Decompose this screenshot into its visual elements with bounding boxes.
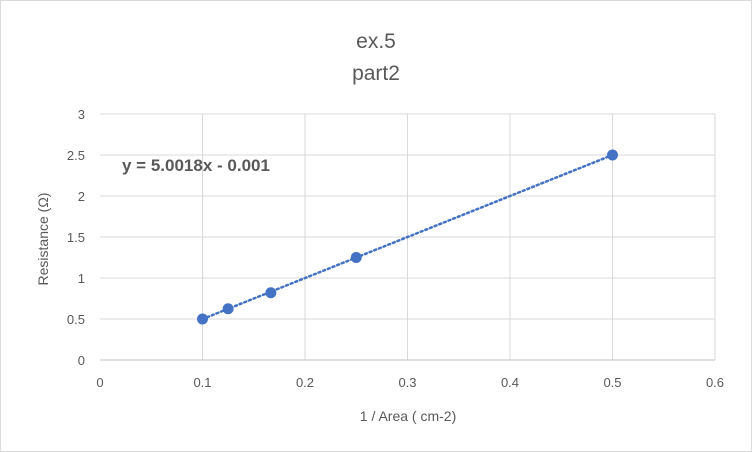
y-tick-label: 1.5 bbox=[67, 230, 85, 245]
data-point bbox=[607, 149, 618, 161]
data-point bbox=[197, 313, 208, 325]
x-axis-label: 1 / Area ( cm-2) bbox=[360, 408, 456, 424]
y-axis-label: Resistance (Ω) bbox=[35, 193, 51, 286]
chart-title-line-2: part2 bbox=[352, 62, 400, 85]
y-tick-label: 0.5 bbox=[67, 312, 85, 327]
x-tick-label: 0.6 bbox=[706, 375, 724, 390]
data-point bbox=[350, 252, 362, 263]
x-tick-label: 0.5 bbox=[603, 375, 621, 390]
x-tick-label: 0.4 bbox=[501, 375, 519, 390]
y-tick-label: 2.5 bbox=[67, 148, 85, 163]
trendline-group bbox=[201, 153, 614, 321]
x-tick-label: 0.2 bbox=[296, 375, 314, 390]
trendline-equation: y = 5.0018x - 0.001 bbox=[122, 156, 270, 175]
x-tick-label: 0.1 bbox=[193, 375, 211, 390]
x-tick-label: 0.3 bbox=[398, 375, 416, 390]
trendline bbox=[201, 153, 614, 321]
y-tick-label: 1 bbox=[78, 271, 85, 286]
y-tick-label: 0 bbox=[78, 353, 85, 368]
tick-labels: 0 0.5 1 1.5 2 2.5 3 0 0.1 0.2 0.3 0.4 0.5 0.6 bbox=[67, 107, 724, 390]
data-point bbox=[265, 287, 277, 299]
y-tick-label: 3 bbox=[78, 107, 85, 122]
chart-title-line-1: ex.5 bbox=[356, 30, 396, 53]
y-tick-label: 2 bbox=[78, 189, 85, 204]
x-tick-label: 0 bbox=[96, 375, 103, 390]
data-points bbox=[197, 149, 618, 325]
data-point bbox=[222, 303, 234, 315]
